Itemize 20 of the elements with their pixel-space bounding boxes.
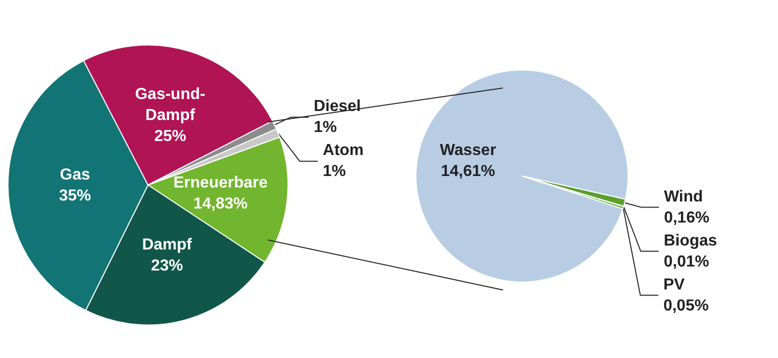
data-label: 25% [154, 128, 186, 145]
data-label: 14,61% [440, 163, 496, 180]
slice-label: Gas [60, 166, 90, 184]
slice-label: Biogas [664, 232, 718, 250]
slice-label: Dampf [142, 236, 193, 254]
slice-label: Gas-und-Dampf [135, 86, 206, 124]
data-label: 35% [58, 188, 92, 205]
data-label: 1% [314, 119, 337, 136]
slice-label: PV [663, 276, 685, 294]
data-label: 0,16% [664, 209, 710, 226]
slice-label: Diesel [314, 98, 361, 116]
slice-label: Erneuerbare [173, 174, 268, 192]
data-label: 0,05% [663, 297, 709, 314]
data-label: 23% [150, 257, 183, 274]
data-label: 14,83% [193, 196, 248, 213]
slice-label: Wasser [440, 142, 496, 160]
slice-label: Wind [664, 188, 703, 206]
data-label: 1% [322, 163, 346, 180]
slice-label: Atom [322, 142, 364, 160]
data-label: 0,01% [664, 253, 710, 270]
